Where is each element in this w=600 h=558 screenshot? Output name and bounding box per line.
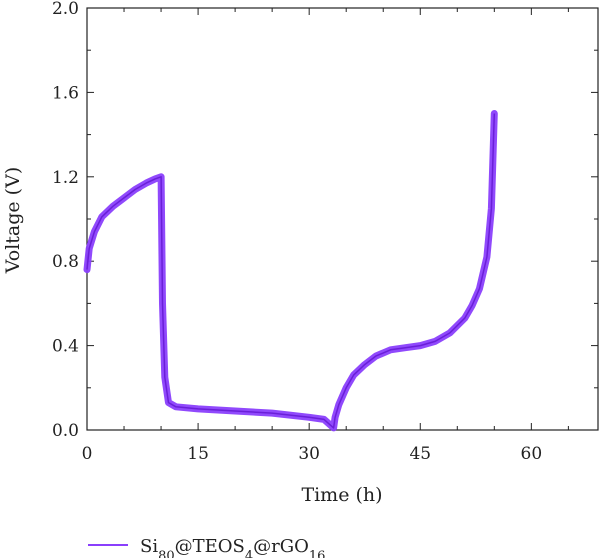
y-axis-ticks: 0.0 0.4 0.8 1.2 1.6 2.0	[52, 0, 598, 441]
y-tick-label: 0.4	[52, 337, 79, 357]
series-line-core	[86, 113, 496, 429]
x-tick-label: 45	[409, 444, 431, 464]
x-tick-label: 15	[187, 444, 209, 464]
series-line	[83, 110, 498, 432]
legend-label: Si80@TEOS4@rGO16	[140, 536, 325, 558]
y-tick-label: 1.2	[52, 168, 79, 188]
x-tick-label: 30	[298, 444, 320, 464]
x-axis-ticks: 0 15 30 45 60	[82, 8, 569, 464]
y-tick-label: 2.0	[52, 0, 79, 19]
y-tick-label: 1.6	[52, 83, 79, 103]
y-tick-label: 0.0	[52, 421, 79, 441]
y-axis-title: Voltage (V)	[2, 167, 24, 274]
x-tick-label: 60	[521, 444, 543, 464]
y-tick-label: 0.8	[52, 252, 79, 272]
x-tick-label: 0	[82, 444, 93, 464]
x-axis-title: Time (h)	[301, 484, 382, 506]
legend: Si80@TEOS4@rGO16	[88, 536, 325, 558]
series-layer	[83, 110, 498, 432]
